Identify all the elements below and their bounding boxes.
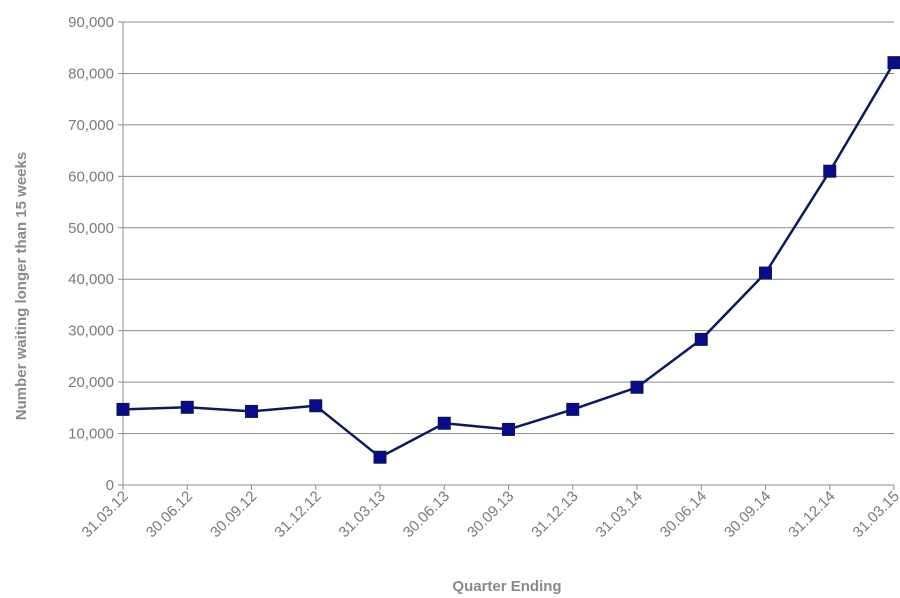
data-point-marker	[566, 402, 580, 416]
x-tick-label: 31.03.14	[593, 488, 646, 541]
x-tick-label: 30.09.13	[464, 488, 517, 541]
data-series	[116, 56, 900, 464]
x-tick-label: 30.06.12	[143, 488, 196, 541]
y-tick-label: 20,000	[68, 374, 114, 391]
data-point-marker	[180, 400, 194, 414]
data-point-marker	[502, 422, 515, 436]
y-tick-labels: 0 10,000 20,000 30,000 40,000 50,000 60,000 70,…	[68, 14, 114, 494]
y-tick-label: 40,000	[68, 271, 114, 288]
y-tick-label: 50,000	[68, 220, 114, 237]
x-tick-label: 30.09.14	[721, 488, 774, 541]
data-point-marker	[116, 402, 130, 416]
y-tick-label: 80,000	[68, 65, 114, 82]
series-line	[122, 61, 896, 459]
x-tick-label: 31.12.12	[271, 488, 324, 541]
data-point-marker	[630, 380, 644, 394]
data-point-marker	[759, 266, 772, 280]
x-tick-label: 31.03.12	[79, 488, 132, 541]
x-tick-label: 31.12.14	[785, 488, 838, 541]
x-tick-label: 30.06.14	[657, 488, 710, 541]
x-tick-label: 30.09.12	[207, 488, 260, 541]
data-point-marker	[887, 56, 900, 70]
y-tick-label: 90,000	[68, 14, 114, 31]
y-axis-title: Number waiting longer than 15 weeks	[13, 152, 30, 420]
x-tick-label: 30.06.13	[400, 488, 453, 541]
y-tick-label: 60,000	[68, 168, 114, 185]
y-tick-label: 0	[106, 477, 114, 494]
y-tick-label: 70,000	[68, 117, 114, 134]
gridlines	[123, 21, 894, 435]
data-point-marker	[373, 450, 387, 464]
x-tick-labels: 31.03.12 30.06.12 30.09.12 31.12.12 31.03.13…	[79, 488, 900, 541]
data-point-marker	[437, 416, 451, 430]
x-axis-title: Quarter Ending	[452, 578, 561, 595]
data-point-marker	[694, 332, 708, 346]
data-point-marker	[309, 399, 323, 413]
data-point-marker	[245, 404, 258, 418]
y-tick-label: 30,000	[68, 323, 114, 340]
x-tick-label: 31.03.15	[850, 488, 900, 541]
x-tick-label: 31.03.13	[336, 488, 389, 541]
data-point-marker	[823, 164, 837, 178]
y-tick-label: 10,000	[68, 426, 114, 443]
x-tick-label: 31.12.13	[528, 488, 581, 541]
